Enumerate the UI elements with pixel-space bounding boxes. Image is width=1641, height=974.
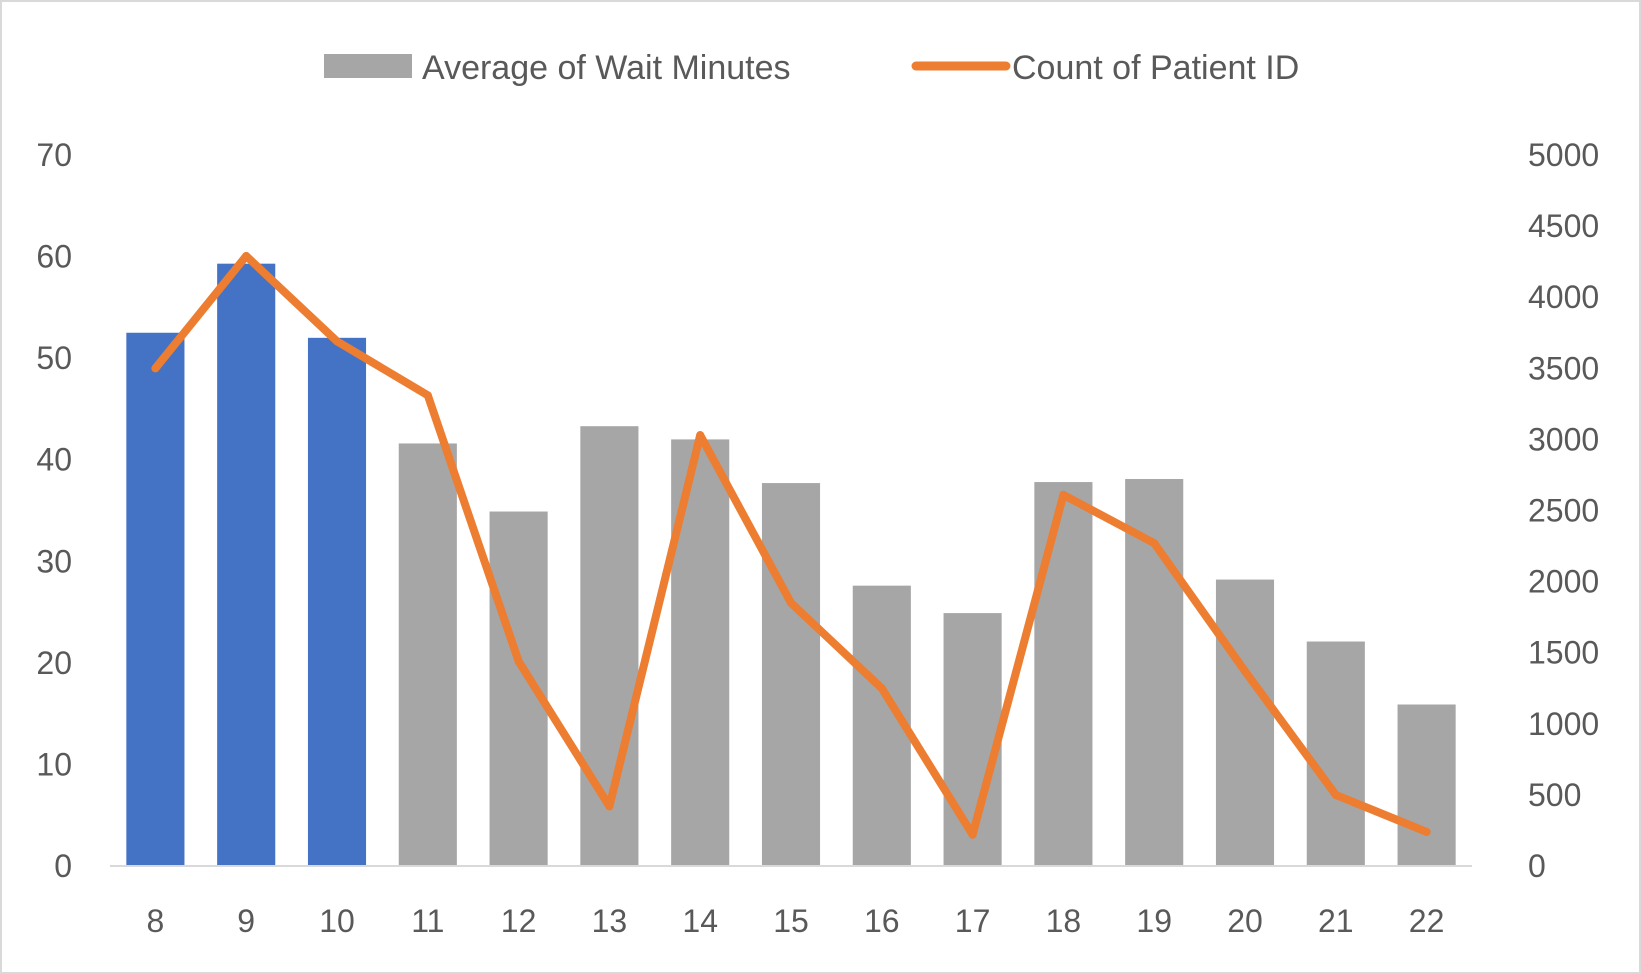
line-point-18 — [1059, 490, 1068, 499]
line-point-11 — [423, 391, 432, 400]
x-tick-label: 15 — [773, 903, 809, 939]
x-tick-label: 17 — [955, 903, 991, 939]
y-right-tick-label: 500 — [1528, 777, 1581, 813]
x-tick-label: 19 — [1136, 903, 1172, 939]
y-left-tick-label: 20 — [36, 645, 72, 681]
y-axis-right: 0 500 1000 1500 2000 2500 3000 3500 4000 4500 5000 — [1528, 137, 1599, 884]
x-tick-label: 16 — [864, 903, 900, 939]
y-right-tick-label: 0 — [1528, 848, 1546, 884]
y-left-tick-label: 50 — [36, 340, 72, 376]
y-axis-left: 0 10 20 30 40 50 60 70 — [36, 137, 72, 884]
y-left-tick-label: 70 — [36, 137, 72, 173]
x-tick-label: 12 — [501, 903, 537, 939]
y-right-tick-label: 4000 — [1528, 279, 1599, 315]
bar-18 — [1034, 482, 1093, 866]
line-point-16 — [877, 684, 886, 693]
line-point-8 — [151, 364, 160, 373]
x-tick-label: 13 — [592, 903, 628, 939]
line-point-17 — [968, 830, 977, 839]
bar-19 — [1125, 479, 1184, 866]
y-right-tick-label: 2000 — [1528, 564, 1599, 600]
line-point-22 — [1422, 827, 1431, 836]
line-point-21 — [1331, 790, 1340, 799]
line-point-13 — [605, 802, 614, 811]
y-right-tick-label: 1000 — [1528, 706, 1599, 742]
bar-15 — [761, 483, 821, 866]
y-right-tick-label: 4500 — [1528, 208, 1599, 244]
line-point-20 — [1241, 667, 1249, 676]
y-right-tick-label: 1500 — [1528, 635, 1599, 671]
line-point-9 — [242, 251, 251, 260]
legend: Average of Wait Minutes Count of Patient… — [324, 49, 1299, 87]
x-tick-label: 10 — [319, 903, 355, 939]
bar-8 — [126, 332, 185, 866]
bar-22 — [1397, 704, 1456, 866]
y-left-tick-label: 0 — [54, 848, 72, 884]
legend-label-bar: Average of Wait Minutes — [422, 49, 791, 87]
y-left-tick-label: 30 — [36, 543, 72, 579]
x-tick-label: 14 — [682, 903, 718, 939]
y-left-tick-label: 60 — [36, 239, 72, 275]
x-tick-label: 18 — [1046, 903, 1082, 939]
y-right-tick-label: 3000 — [1528, 421, 1599, 457]
x-tick-label: 20 — [1227, 903, 1263, 939]
line-series — [151, 251, 1431, 839]
line-point-19 — [1150, 539, 1159, 548]
y-right-tick-label: 5000 — [1528, 137, 1599, 173]
x-tick-label: 8 — [147, 903, 165, 939]
x-tick-label: 21 — [1318, 903, 1354, 939]
bar-series — [126, 263, 1456, 867]
x-tick-label: 22 — [1409, 903, 1445, 939]
line-point-14 — [696, 431, 705, 440]
x-axis: 8 9 10 11 12 13 14 15 16 17 18 19 20 21 22 — [147, 903, 1445, 939]
y-left-tick-label: 40 — [36, 442, 72, 478]
bar-11 — [398, 443, 457, 866]
y-left-tick-label: 10 — [36, 746, 72, 782]
bar-21 — [1306, 641, 1365, 866]
legend-swatch-bar — [324, 54, 412, 78]
bar-10 — [307, 337, 367, 866]
bar-9 — [217, 263, 276, 867]
x-tick-label: 11 — [411, 903, 444, 939]
line-point-10 — [333, 337, 341, 346]
bar-20 — [1215, 579, 1275, 866]
line-point-15 — [787, 598, 795, 607]
line-point-12 — [514, 657, 523, 666]
y-right-tick-label: 2500 — [1528, 493, 1599, 529]
x-tick-label: 9 — [237, 903, 255, 939]
y-right-tick-label: 3500 — [1528, 350, 1599, 386]
legend-label-line: Count of Patient ID — [1012, 49, 1299, 87]
